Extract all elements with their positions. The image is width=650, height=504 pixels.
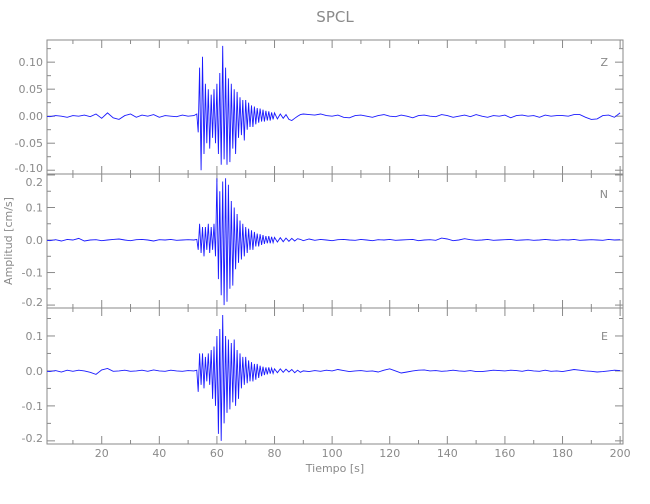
x-tick-label: 160 <box>494 447 515 460</box>
trace-N <box>47 178 621 306</box>
x-tick-label: 40 <box>152 447 166 460</box>
x-tick-label: 140 <box>437 447 458 460</box>
y-tick-label: 0.05 <box>19 83 44 96</box>
panel-frame-Z <box>46 39 624 175</box>
trace-Z <box>47 45 621 171</box>
y-tick-label: -0.1 <box>22 400 43 413</box>
chart-title: SPCL <box>316 8 354 26</box>
channel-label-N: N <box>600 188 608 201</box>
y-tick-label: 0.10 <box>19 56 44 69</box>
x-tick-label: 20 <box>95 447 109 460</box>
x-axis-label: Tiempo [s] <box>305 462 364 475</box>
y-tick-label: -0.05 <box>15 137 43 150</box>
x-tick-label: 200 <box>610 447 631 460</box>
y-tick-label: 0.00 <box>19 110 44 123</box>
x-tick-label: 180 <box>552 447 573 460</box>
y-tick-label: 0.2 <box>26 176 44 189</box>
panel-frame-E <box>46 307 624 445</box>
x-tick-label: 80 <box>268 447 282 460</box>
x-tick-label: 120 <box>379 447 400 460</box>
y-tick-label: 0.0 <box>26 365 44 378</box>
channel-label-Z: Z <box>600 56 608 69</box>
y-tick-label: -0.10 <box>15 162 43 175</box>
y-tick-label: 0.1 <box>26 202 44 215</box>
y-tick-label: -0.1 <box>22 267 43 280</box>
y-tick-label: -0.2 <box>22 432 43 445</box>
x-tick-label: 100 <box>322 447 343 460</box>
x-tick-label: 60 <box>210 447 224 460</box>
y-tick-label: -0.2 <box>22 296 43 309</box>
panel-frame-N <box>46 173 624 309</box>
trace-E <box>47 314 621 441</box>
y-tick-label: 0.0 <box>26 234 44 247</box>
y-axis-label: Amplitud [cm/s] <box>2 197 15 285</box>
channel-label-E: E <box>601 330 608 343</box>
y-tick-label: 0.1 <box>26 330 44 343</box>
